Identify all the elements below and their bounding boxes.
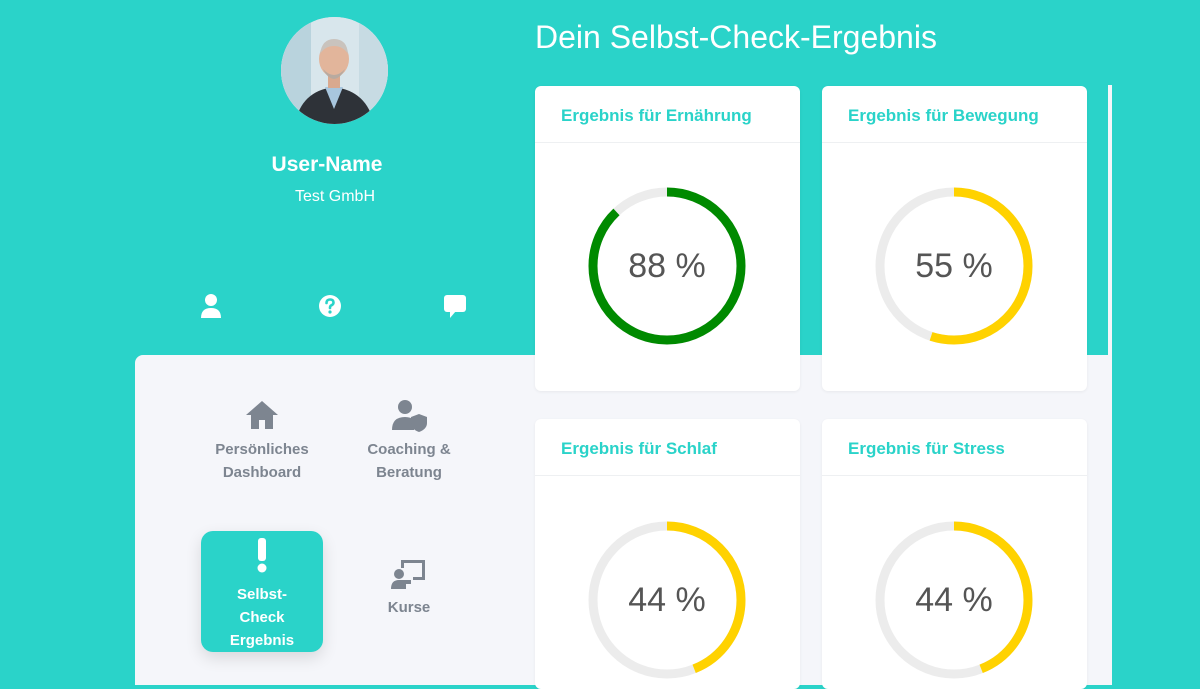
question-circle-icon[interactable] [318, 293, 342, 319]
progress-gauge: 88 % [587, 186, 747, 346]
chalkboard-teacher-icon [391, 556, 427, 590]
nav-label-line2: Dashboard [222, 464, 302, 481]
exclamation-icon [252, 537, 272, 573]
company-name: Test GmbH [294, 188, 375, 205]
nav-label-line1: Kurse [387, 599, 431, 616]
nav-item-kurse[interactable]: Kurse [348, 556, 470, 619]
gauge-value: 88 % [628, 246, 706, 285]
result-card-ernaehrung: Ergebnis für Ernährung 88 % [535, 86, 800, 391]
result-card-bewegung: Ergebnis für Bewegung 55 % [822, 86, 1087, 391]
card-title: Ergebnis für Bewegung [822, 86, 1087, 143]
card-title: Ergebnis für Ernährung [535, 86, 800, 143]
nav-item-dashboard[interactable]: Persönliches Dashboard [201, 398, 323, 484]
gauge-value: 44 % [628, 580, 706, 619]
comment-icon[interactable] [443, 293, 467, 319]
user-icon[interactable] [199, 293, 223, 319]
home-icon [244, 398, 280, 432]
nav-label-line2: Beratung [376, 464, 442, 481]
nav-label-line1: Coaching & [367, 441, 451, 458]
progress-gauge: 55 % [874, 186, 1034, 346]
nav-item-selbst-check[interactable]: Selbst- Check Ergebnis [201, 531, 323, 652]
nav-label-line1: Persönliches [215, 441, 309, 458]
nav-label-line1: Selbst- [236, 586, 287, 603]
nav-label-line3: Ergebnis [229, 632, 295, 649]
gauge-value: 55 % [915, 246, 993, 285]
page-title: Dein Selbst-Check-Ergebnis [535, 19, 937, 55]
gauge-value: 44 % [915, 580, 993, 619]
card-title: Ergebnis für Schlaf [535, 419, 800, 476]
avatar [281, 17, 388, 124]
progress-gauge: 44 % [874, 520, 1034, 680]
scroll-edge [1108, 85, 1112, 685]
card-title: Ergebnis für Stress [822, 419, 1087, 476]
user-shield-icon [391, 398, 427, 432]
progress-gauge: 44 % [587, 520, 747, 680]
result-card-stress: Ergebnis für Stress 44 % [822, 419, 1087, 689]
result-card-schlaf: Ergebnis für Schlaf 44 % [535, 419, 800, 689]
nav-item-coaching[interactable]: Coaching & Beratung [348, 398, 470, 484]
user-name: User-Name [271, 153, 383, 176]
nav-label-line2: Check [239, 609, 285, 626]
